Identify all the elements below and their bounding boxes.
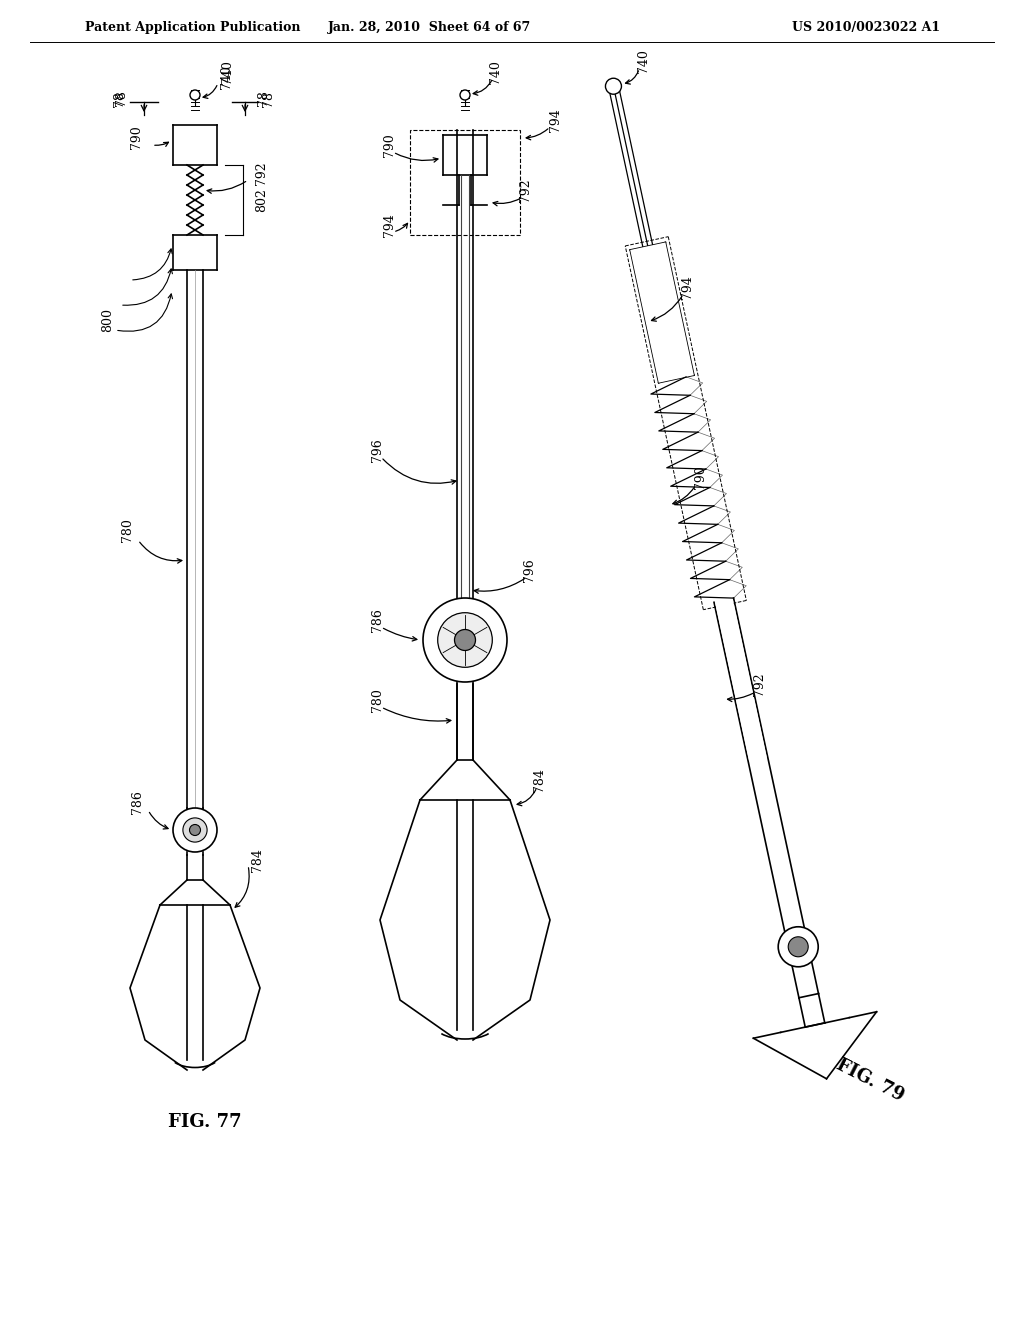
FancyArrowPatch shape	[395, 153, 438, 162]
Circle shape	[173, 808, 217, 851]
Text: 78: 78	[113, 91, 126, 107]
Text: FIG. 77: FIG. 77	[168, 1113, 242, 1131]
Text: 794: 794	[549, 108, 561, 132]
Text: 792: 792	[753, 672, 766, 696]
Text: 790: 790	[384, 133, 396, 157]
Text: 792: 792	[255, 161, 268, 185]
Text: 784: 784	[534, 768, 547, 792]
Text: Patent Application Publication: Patent Application Publication	[85, 21, 300, 33]
Text: 802: 802	[255, 187, 268, 213]
FancyArrowPatch shape	[118, 294, 172, 331]
Circle shape	[788, 937, 808, 957]
Text: 790: 790	[130, 125, 143, 149]
FancyArrowPatch shape	[383, 628, 417, 642]
FancyArrowPatch shape	[236, 867, 249, 907]
FancyArrowPatch shape	[207, 182, 246, 193]
FancyArrowPatch shape	[626, 71, 639, 84]
Polygon shape	[715, 598, 767, 762]
Circle shape	[423, 598, 507, 682]
Text: 780: 780	[371, 688, 384, 711]
FancyArrowPatch shape	[203, 86, 217, 99]
Text: 78: 78	[257, 90, 270, 106]
FancyArrowPatch shape	[727, 693, 753, 702]
FancyArrowPatch shape	[133, 249, 172, 280]
FancyArrowPatch shape	[673, 487, 694, 504]
Text: 786: 786	[131, 791, 144, 814]
FancyArrowPatch shape	[139, 543, 182, 564]
Text: 78: 78	[116, 90, 128, 106]
Text: 740: 740	[221, 61, 234, 84]
Text: 800: 800	[101, 308, 115, 333]
FancyArrowPatch shape	[517, 789, 536, 805]
Circle shape	[460, 90, 470, 100]
Text: 796: 796	[523, 558, 537, 582]
Circle shape	[190, 90, 200, 100]
Text: 740: 740	[637, 49, 650, 73]
Text: 792: 792	[518, 178, 531, 202]
FancyArrowPatch shape	[384, 709, 451, 723]
FancyArrowPatch shape	[395, 223, 408, 231]
Circle shape	[455, 630, 475, 651]
FancyArrowPatch shape	[526, 129, 548, 140]
FancyArrowPatch shape	[155, 143, 169, 147]
FancyArrowPatch shape	[473, 81, 492, 95]
Polygon shape	[630, 243, 694, 383]
Text: 786: 786	[371, 609, 384, 632]
Text: Jan. 28, 2010  Sheet 64 of 67: Jan. 28, 2010 Sheet 64 of 67	[329, 21, 531, 33]
FancyArrowPatch shape	[651, 296, 682, 321]
Text: 740: 740	[220, 65, 233, 88]
Text: 794: 794	[681, 275, 694, 298]
FancyArrowPatch shape	[474, 578, 524, 593]
Circle shape	[605, 78, 622, 94]
FancyArrowPatch shape	[383, 459, 456, 484]
Text: 78: 78	[262, 91, 275, 107]
Text: 784: 784	[252, 847, 264, 873]
Text: US 2010/0023022 A1: US 2010/0023022 A1	[792, 21, 940, 33]
FancyArrowPatch shape	[150, 812, 168, 829]
Text: 790: 790	[694, 465, 708, 488]
FancyArrowPatch shape	[494, 198, 520, 206]
Text: 780: 780	[122, 517, 134, 543]
Text: FIG. 79: FIG. 79	[834, 1055, 907, 1105]
Text: 794: 794	[384, 213, 396, 236]
Text: 796: 796	[371, 438, 384, 462]
Circle shape	[437, 612, 493, 668]
FancyArrowPatch shape	[123, 269, 172, 305]
Bar	[410, 129, 520, 235]
Circle shape	[189, 825, 201, 836]
Circle shape	[778, 927, 818, 966]
Circle shape	[183, 818, 207, 842]
Text: 740: 740	[488, 61, 502, 84]
